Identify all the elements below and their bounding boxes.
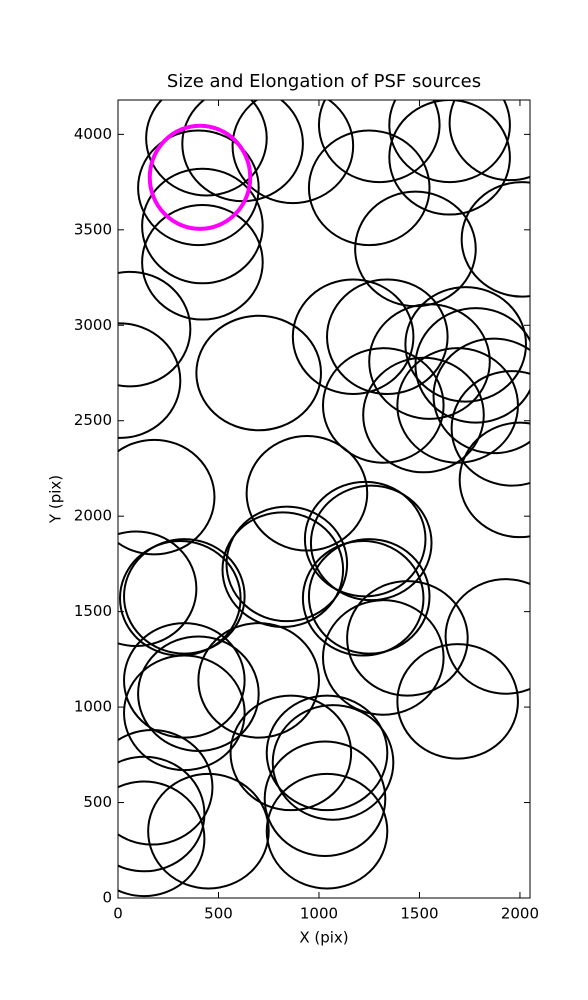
psf-ellipse bbox=[141, 204, 264, 321]
psf-ellipse bbox=[231, 100, 355, 205]
psf-ellipse bbox=[195, 314, 322, 432]
chart-title: Size and Elongation of PSF sources bbox=[167, 71, 481, 92]
psf-ellipse bbox=[265, 694, 389, 812]
x-tick-label: 500 bbox=[204, 905, 233, 923]
x-tick-label: 1500 bbox=[400, 905, 438, 923]
psf-ellipse bbox=[460, 181, 530, 298]
psf-ellipse bbox=[307, 129, 431, 247]
psf-ellipse bbox=[450, 370, 530, 487]
psf-ellipse bbox=[147, 123, 253, 231]
psf-ellipse bbox=[388, 100, 511, 216]
psf-ellipse bbox=[118, 729, 214, 846]
plot-frame bbox=[117, 99, 531, 899]
psf-ellipse bbox=[346, 580, 469, 697]
psf-ellipse bbox=[229, 694, 353, 812]
psf-ellipse bbox=[321, 347, 445, 464]
psf-ellipse bbox=[301, 540, 425, 657]
y-tick-label: 2500 bbox=[74, 411, 112, 429]
x-tick-label: 2000 bbox=[501, 905, 539, 923]
psf-ellipse bbox=[118, 438, 216, 556]
psf-ellipse bbox=[147, 772, 270, 890]
psf-ellipse bbox=[197, 622, 320, 739]
psf-ellipse bbox=[141, 167, 264, 285]
psf-ellipse bbox=[396, 347, 519, 464]
psf-ellipse bbox=[137, 129, 260, 247]
plot-marks bbox=[118, 100, 530, 898]
psf-ellipse bbox=[263, 740, 387, 858]
psf-ellipse bbox=[368, 303, 491, 420]
psf-ellipse bbox=[309, 484, 433, 602]
psf-ellipse bbox=[448, 100, 530, 182]
y-tick-label: 0 bbox=[102, 889, 112, 907]
x-axis-label: X (pix) bbox=[299, 929, 348, 947]
psf-ellipse bbox=[326, 278, 449, 395]
psf-ellipse bbox=[118, 270, 192, 388]
y-axis-label: Y (pix) bbox=[47, 475, 65, 524]
y-tick-label: 500 bbox=[83, 793, 112, 811]
y-tick-label: 4000 bbox=[74, 125, 112, 143]
psf-ellipse bbox=[123, 538, 246, 655]
psf-ellipse bbox=[317, 100, 441, 184]
psf-ellipse bbox=[388, 100, 511, 184]
psf-ellipse bbox=[118, 322, 182, 439]
psf-ellipse bbox=[321, 599, 445, 716]
y-tick-label: 2000 bbox=[74, 507, 112, 525]
psf-ellipse bbox=[432, 337, 530, 455]
y-tick-label: 3000 bbox=[74, 316, 112, 334]
psf-ellipse bbox=[271, 704, 395, 821]
psf-ellipse bbox=[458, 421, 530, 539]
y-tick-label: 1000 bbox=[74, 698, 112, 716]
psf-ellipse bbox=[265, 772, 389, 890]
x-tick-label: 1000 bbox=[300, 905, 338, 923]
psf-ellipse bbox=[307, 538, 431, 655]
psf-ellipse bbox=[404, 286, 527, 403]
psf-ellipse bbox=[291, 278, 415, 395]
y-tick-label: 1500 bbox=[74, 602, 112, 620]
y-tick-label: 3500 bbox=[74, 220, 112, 238]
psf-ellipse bbox=[145, 100, 268, 197]
psf-ellipse bbox=[444, 578, 530, 695]
psf-ellipse bbox=[118, 755, 206, 873]
psf-ellipse bbox=[118, 780, 206, 898]
psf-ellipse bbox=[396, 643, 519, 760]
psf-ellipse bbox=[225, 505, 349, 623]
x-tick-label: 0 bbox=[113, 905, 123, 923]
